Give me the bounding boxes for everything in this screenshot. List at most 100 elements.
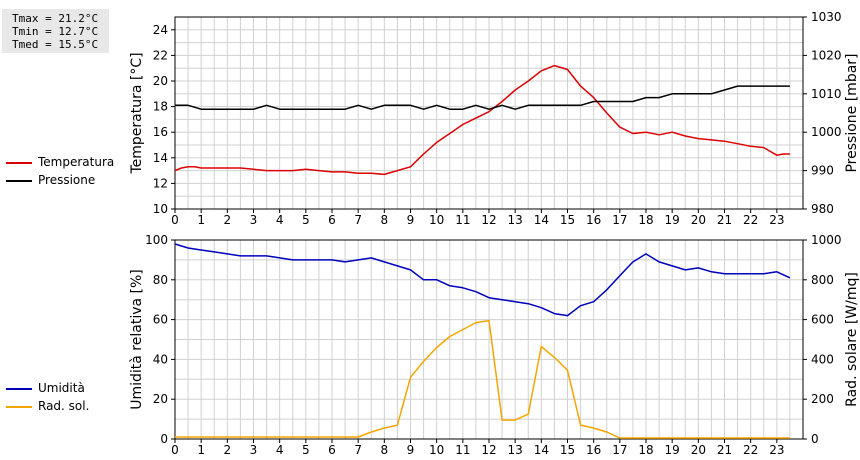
x-tick-label: 12	[481, 443, 496, 457]
legend-label: Umidità	[38, 381, 85, 395]
series-line-rad-sol	[175, 319, 790, 439]
y-tick-label: 60	[153, 313, 168, 327]
y-axis-title: Umidità relativa [%]	[129, 269, 145, 410]
x-tick-label: 16	[586, 443, 601, 457]
x-tick-label: 19	[665, 443, 680, 457]
legend-label: Temperatura	[38, 155, 115, 169]
x-tick-label: 15	[560, 213, 575, 227]
tmed-text: Tmed = 15.5°C	[12, 38, 99, 51]
y2-axis-title: Rad. solare [W/mq]	[844, 272, 860, 407]
y-tick-label: 22	[153, 48, 168, 62]
x-tick-label: 4	[276, 443, 284, 457]
x-tick-label: 20	[691, 443, 706, 457]
x-tick-label: 14	[534, 213, 549, 227]
legend-swatch-red	[6, 162, 32, 164]
legend-bottom: Umidità Rad. sol.	[6, 379, 89, 415]
legend-top: Temperatura Pressione	[6, 153, 114, 189]
x-tick-label: 7	[354, 213, 362, 227]
y-axis-title: Temperatura [°C]	[129, 52, 145, 174]
y-tick-label: 10	[153, 202, 168, 216]
x-tick-label: 1	[197, 213, 205, 227]
legend-swatch-blue	[6, 388, 32, 390]
x-tick-label: 21	[717, 213, 732, 227]
legend-label: Pressione	[38, 173, 96, 187]
y2-tick-label: 1000	[811, 233, 842, 247]
legend-label: Rad. sol.	[38, 399, 90, 413]
legend-item-temperatura: Temperatura	[6, 153, 114, 171]
y2-tick-label: 0	[811, 432, 819, 446]
x-tick-label: 5	[302, 213, 310, 227]
legend-item-pressione: Pressione	[6, 171, 114, 189]
x-tick-label: 0	[171, 443, 179, 457]
x-tick-label: 10	[429, 213, 444, 227]
tmin-text: Tmin = 12.7°C	[12, 25, 99, 38]
x-tick-label: 11	[455, 213, 470, 227]
x-tick-label: 18	[638, 213, 653, 227]
y-tick-label: 80	[153, 273, 168, 287]
x-tick-label: 13	[508, 443, 523, 457]
x-tick-label: 15	[560, 443, 575, 457]
y2-tick-label: 1000	[811, 125, 842, 139]
legend-swatch-black	[6, 180, 32, 182]
x-tick-label: 6	[328, 213, 336, 227]
x-tick-label: 7	[354, 443, 362, 457]
y-tick-label: 18	[153, 100, 168, 114]
x-tick-label: 3	[250, 213, 258, 227]
y-tick-label: 14	[153, 151, 168, 165]
y-tick-label: 24	[153, 23, 168, 37]
y2-tick-label: 400	[811, 352, 834, 366]
x-tick-label: 13	[508, 213, 523, 227]
x-tick-label: 22	[743, 443, 758, 457]
legend-item-rad-sol: Rad. sol.	[6, 397, 89, 415]
x-tick-label: 20	[691, 213, 706, 227]
x-tick-label: 5	[302, 443, 310, 457]
y-tick-label: 16	[153, 125, 168, 139]
x-tick-label: 10	[429, 443, 444, 457]
x-tick-label: 21	[717, 443, 732, 457]
y-tick-label: 100	[145, 233, 168, 247]
stats-box: Tmax = 21.2°C Tmin = 12.7°C Tmed = 15.5°C	[2, 9, 109, 53]
x-tick-label: 9	[407, 443, 415, 457]
x-tick-label: 4	[276, 213, 284, 227]
x-tick-label: 17	[612, 443, 627, 457]
tmax-text: Tmax = 21.2°C	[12, 12, 99, 25]
x-tick-label: 8	[381, 213, 389, 227]
x-tick-label: 2	[224, 443, 232, 457]
x-tick-label: 19	[665, 213, 680, 227]
y2-tick-label: 200	[811, 392, 834, 406]
x-tick-label: 1	[197, 443, 205, 457]
x-tick-label: 22	[743, 213, 758, 227]
x-tick-label: 17	[612, 213, 627, 227]
y-tick-label: 20	[153, 392, 168, 406]
y-tick-label: 40	[153, 352, 168, 366]
y-tick-label: 12	[153, 176, 168, 190]
x-tick-label: 0	[171, 213, 179, 227]
series-line-pressione	[175, 85, 790, 110]
series-line-umidit	[174, 243, 791, 317]
x-tick-label: 11	[455, 443, 470, 457]
x-tick-label: 3	[250, 443, 258, 457]
y-tick-label: 20	[153, 74, 168, 88]
y2-tick-label: 980	[811, 202, 834, 216]
x-tick-label: 16	[586, 213, 601, 227]
series-line-temperatura	[174, 64, 790, 176]
y2-axis-title: Pressione [mbar]	[844, 53, 860, 172]
x-tick-label: 23	[769, 443, 784, 457]
y2-tick-label: 800	[811, 273, 834, 287]
x-tick-label: 12	[481, 213, 496, 227]
y2-tick-label: 600	[811, 313, 834, 327]
x-tick-label: 14	[534, 443, 549, 457]
legend-swatch-orange	[6, 406, 32, 408]
x-tick-label: 18	[638, 443, 653, 457]
x-tick-label: 8	[381, 443, 389, 457]
x-tick-label: 2	[224, 213, 232, 227]
x-tick-label: 6	[328, 443, 336, 457]
y2-tick-label: 1010	[811, 87, 842, 101]
y2-tick-label: 1030	[811, 10, 842, 24]
x-tick-label: 23	[769, 213, 784, 227]
y-tick-label: 0	[160, 432, 168, 446]
y2-tick-label: 990	[811, 164, 834, 178]
x-tick-label: 9	[407, 213, 415, 227]
legend-item-umidita: Umidità	[6, 379, 89, 397]
